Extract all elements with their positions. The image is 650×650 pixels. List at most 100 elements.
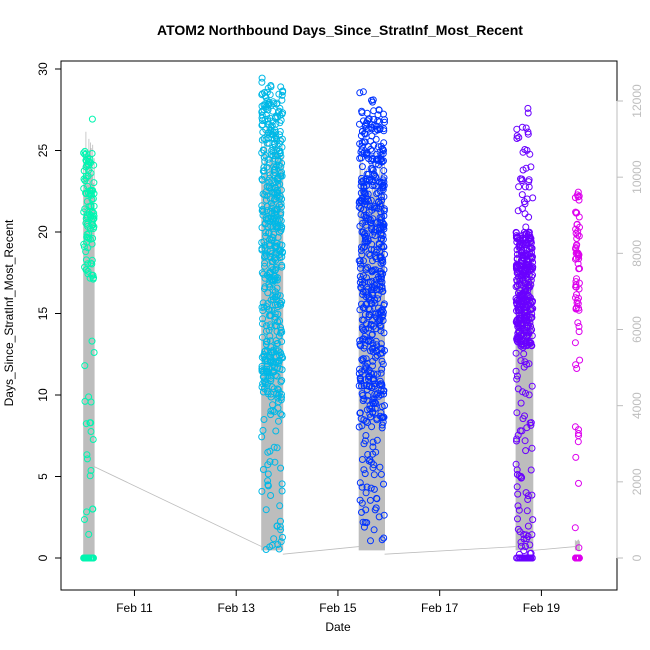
data-point (525, 279, 533, 286)
data-point (361, 437, 369, 445)
data-point (82, 248, 90, 256)
data-point (267, 372, 275, 380)
data-point (267, 393, 275, 401)
data-point (262, 506, 270, 514)
data-point (527, 341, 535, 349)
x-axis-label: Date (325, 620, 351, 634)
data-point (529, 194, 537, 202)
data-point (373, 391, 381, 399)
data-point (264, 289, 272, 297)
data-point (572, 209, 580, 217)
data-point (278, 195, 286, 203)
data-point (378, 306, 386, 314)
data-point (365, 155, 373, 163)
data-point (528, 332, 536, 340)
x-tick-label: Feb 15 (319, 601, 357, 615)
data-point (274, 385, 281, 393)
data-point (273, 444, 281, 452)
data-point (363, 274, 370, 282)
data-point (365, 375, 372, 383)
data-point (369, 375, 377, 383)
data-point (372, 325, 380, 333)
data-point (89, 275, 97, 283)
data-point (528, 255, 536, 263)
data-point (277, 378, 285, 386)
data-point (370, 471, 378, 479)
data-point (377, 155, 385, 163)
data-point (369, 357, 377, 365)
data-point (371, 398, 379, 406)
data-point (270, 443, 278, 451)
data-point (87, 428, 95, 435)
data-point (358, 323, 366, 331)
data-point (90, 202, 98, 210)
data-point (368, 286, 376, 294)
secondary-connector-line (532, 546, 576, 551)
data-point (379, 270, 387, 278)
data-point (260, 351, 268, 358)
data-point (512, 460, 520, 468)
data-point (358, 142, 366, 150)
data-point (380, 480, 387, 488)
data-point (266, 126, 274, 134)
data-point (277, 163, 285, 171)
data-point (270, 277, 277, 285)
data-point-zero (517, 554, 525, 562)
data-point (368, 398, 376, 406)
data-point (380, 266, 388, 274)
data-point (360, 326, 368, 334)
data-point (523, 507, 531, 515)
data-point (273, 276, 281, 284)
data-point (271, 206, 279, 214)
data-point (364, 237, 372, 245)
data-point (369, 267, 377, 275)
data-point (276, 254, 284, 262)
data-point (82, 420, 90, 428)
data-point (519, 166, 527, 174)
data-point (363, 291, 371, 299)
data-point (379, 176, 387, 184)
data-point (362, 489, 370, 497)
data-point (358, 163, 366, 171)
data-point (515, 506, 523, 514)
data-point (278, 223, 286, 231)
data-point (514, 525, 522, 533)
data-point (259, 299, 267, 307)
data-point (365, 250, 373, 258)
data-point (523, 342, 531, 350)
data-point (522, 124, 530, 132)
data-point (259, 176, 266, 184)
y-tick-label: 25 (36, 144, 50, 158)
data-point (273, 135, 281, 143)
data-point (370, 284, 378, 292)
data-point (364, 278, 372, 286)
data-point (575, 479, 582, 487)
data-point (375, 106, 383, 114)
data-point (83, 231, 91, 238)
data-point (264, 482, 272, 490)
data-point (278, 366, 286, 374)
data-point (573, 220, 581, 228)
data-point (258, 433, 266, 441)
data-point (87, 211, 95, 219)
data-point (518, 177, 526, 185)
data-point (574, 188, 582, 196)
data-point (356, 496, 364, 504)
data-point (370, 107, 378, 115)
y-tick-label: 10 (36, 388, 50, 402)
data-point (575, 323, 583, 330)
data-point (368, 330, 376, 338)
data-point (378, 365, 386, 373)
data-point (378, 403, 386, 411)
data-point (376, 124, 384, 132)
data-point (258, 487, 266, 495)
data-point (524, 496, 532, 503)
data-point (381, 250, 388, 258)
data-point (369, 231, 376, 239)
data-point (89, 195, 97, 203)
data-point (372, 309, 380, 317)
data-point (264, 155, 272, 163)
data-point (258, 74, 266, 82)
data-point (278, 298, 286, 306)
data-point (517, 357, 525, 365)
